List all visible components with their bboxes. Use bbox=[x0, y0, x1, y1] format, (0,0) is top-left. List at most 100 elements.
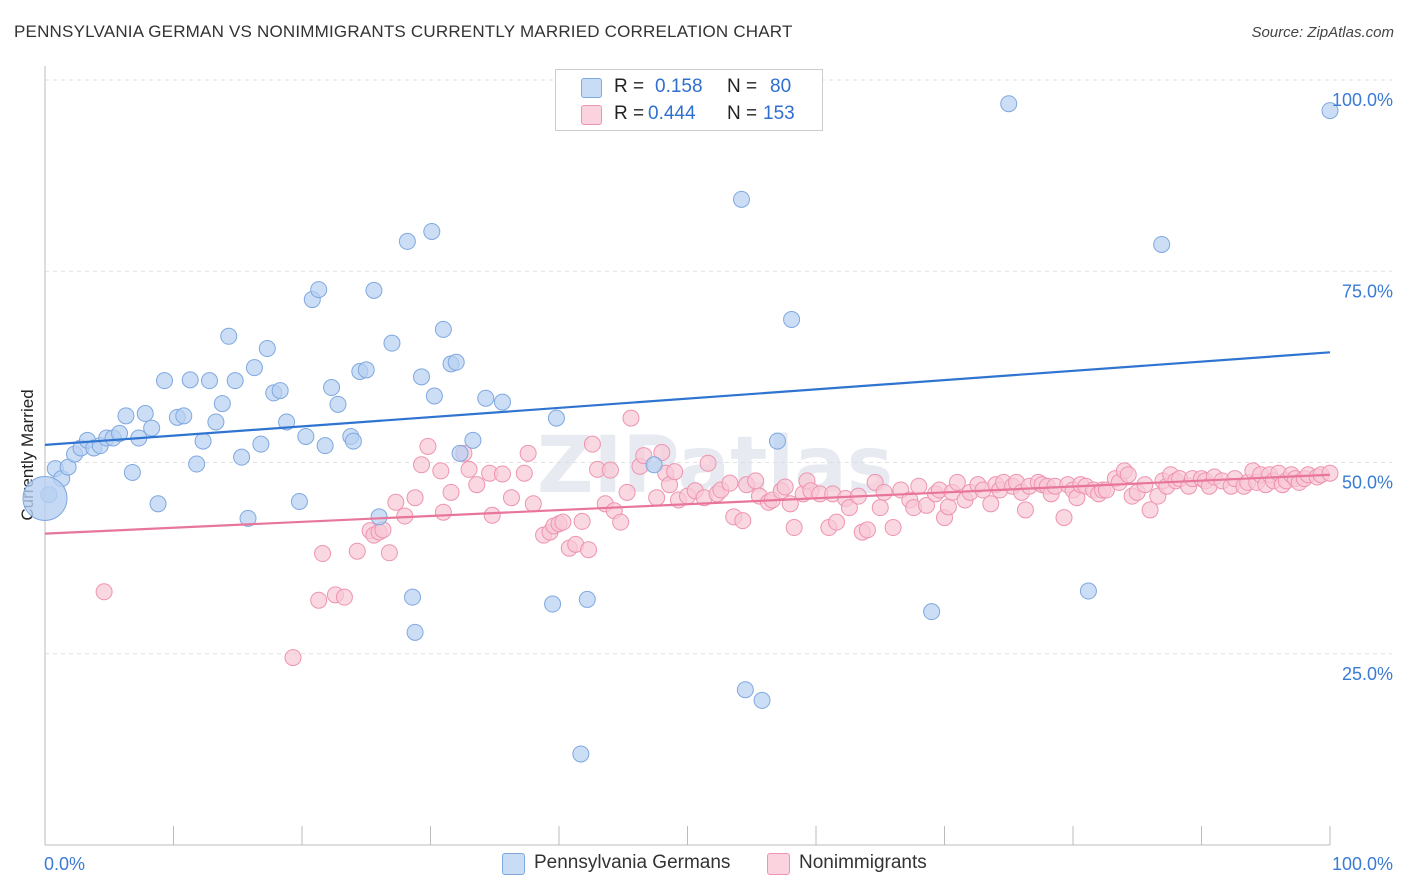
nonimmigrants-point bbox=[460, 460, 478, 478]
pennsylvania-germans-point bbox=[194, 432, 212, 450]
legend-swatch bbox=[767, 853, 790, 875]
pennsylvania-germans-point bbox=[252, 435, 270, 453]
pennsylvania-germans-point bbox=[207, 413, 225, 431]
pennsylvania-germans-point bbox=[1153, 235, 1171, 253]
chart-title: PENNSYLVANIA GERMAN VS NONIMMIGRANTS CUR… bbox=[14, 22, 793, 41]
nonimmigrants-point bbox=[310, 591, 328, 609]
r-label: R = bbox=[614, 103, 645, 124]
pennsylvania-germans-point bbox=[213, 395, 231, 413]
pennsylvania-germans-point bbox=[572, 745, 590, 763]
r-value: 0.158 bbox=[655, 76, 703, 97]
nonimmigrants-point bbox=[335, 588, 353, 606]
nonimmigrants-point bbox=[1141, 501, 1159, 519]
nonimmigrants-point bbox=[858, 521, 876, 539]
nonimmigrants-point bbox=[884, 519, 902, 537]
pennsylvania-germans-point bbox=[188, 455, 206, 473]
pennsylvania-germans-point bbox=[200, 372, 218, 390]
nonimmigrants-point bbox=[502, 489, 520, 507]
pennsylvania-germans-point bbox=[149, 495, 167, 513]
pennsylvania-germans-point bbox=[220, 327, 238, 345]
pennsylvania-germans-point bbox=[451, 444, 469, 462]
nonimmigrants-point bbox=[828, 513, 846, 531]
trend-lines bbox=[44, 351, 1331, 535]
pennsylvania-germans-point bbox=[736, 681, 754, 699]
pennsylvania-germans-point bbox=[143, 419, 161, 437]
nonimmigrants-point bbox=[380, 544, 398, 562]
r-label: R = bbox=[614, 76, 645, 97]
y-tick-label: 25.0% bbox=[1342, 664, 1393, 684]
nonimmigrants-point bbox=[1055, 509, 1073, 527]
nonimmigrants-point bbox=[583, 435, 601, 453]
pennsylvania-germans-point bbox=[398, 232, 416, 250]
nonimmigrants-point bbox=[573, 512, 591, 530]
tick-labels: 25.0% 50.0% 75.0% 100.0% 0.0% 100.0% bbox=[44, 90, 1393, 874]
pennsylvania-germans-point bbox=[464, 431, 482, 449]
legend-swatch bbox=[502, 853, 525, 875]
pennsylvania-germans-point bbox=[316, 437, 334, 455]
nonimmigrants-point bbox=[747, 472, 765, 490]
nonimmigrants-point bbox=[918, 496, 936, 514]
legend-label: Pennsylvania Germans bbox=[534, 852, 731, 873]
pennsylvania-germans-point bbox=[383, 334, 401, 352]
nonimmigrants-point bbox=[622, 409, 640, 427]
nonimmigrants-point bbox=[982, 495, 1000, 513]
pennsylvania-germans-point bbox=[413, 368, 431, 386]
nonimmigrants-point bbox=[1321, 464, 1339, 482]
x-tick-label: 100.0% bbox=[1332, 854, 1393, 874]
nonimmigrants-point bbox=[875, 483, 893, 501]
x-tick-label: 0.0% bbox=[44, 854, 85, 874]
pennsylvania-germans-large-point bbox=[22, 475, 68, 521]
stats-swatch-blue bbox=[581, 78, 602, 98]
pennsylvania-germans-point bbox=[434, 320, 452, 338]
nonimmigrants-point bbox=[387, 493, 405, 511]
nonimmigrants-point bbox=[442, 483, 460, 501]
pennsylvania-germans-point bbox=[783, 310, 801, 328]
stats-row-blue: R = 0.158 N = 80 bbox=[556, 74, 822, 100]
nonimmigrants-point bbox=[483, 506, 501, 524]
n-value: 80 bbox=[770, 76, 792, 97]
nonimmigrants-point bbox=[95, 583, 113, 601]
nonimmigrants-point bbox=[468, 476, 486, 494]
nonimmigrants-point bbox=[618, 483, 636, 501]
nonimmigrants-point bbox=[554, 513, 572, 531]
nonimmigrants-point bbox=[871, 499, 889, 517]
pennsylvania-germans-point bbox=[423, 222, 441, 240]
pennsylvania-germans-point bbox=[245, 359, 263, 377]
pennsylvania-germans-point bbox=[310, 281, 328, 299]
pennsylvania-germans-point bbox=[404, 588, 422, 606]
pennsylvania-germans-point bbox=[753, 691, 771, 709]
pennsylvania-germans-point bbox=[1321, 102, 1339, 120]
pennsylvania-germans-point bbox=[357, 361, 375, 379]
pennsylvania-germans-point bbox=[156, 372, 174, 390]
stats-row-pink: R = 0.444 N = 153 bbox=[556, 101, 822, 127]
nonimmigrants-point bbox=[519, 444, 537, 462]
pennsylvania-germans-point bbox=[329, 395, 347, 413]
pennsylvania-germans-point bbox=[447, 353, 465, 371]
pennsylvania-germans-point bbox=[181, 371, 199, 389]
pennsylvania-germans-point bbox=[578, 590, 596, 608]
nonimmigrants-point bbox=[348, 542, 366, 560]
pennsylvania-germans-point bbox=[477, 389, 495, 407]
pennsylvania-germans-point bbox=[297, 427, 315, 445]
pennsylvania-germans-point bbox=[547, 409, 565, 427]
nonimmigrants-point bbox=[721, 474, 739, 492]
pennsylvania-germans-point bbox=[344, 432, 362, 450]
pennsylvania-germans-point bbox=[123, 463, 141, 481]
nonimmigrants-point bbox=[432, 462, 450, 480]
nonimmigrants-point bbox=[406, 489, 424, 507]
pennsylvania-germans-point bbox=[111, 424, 129, 442]
y-tick-label: 75.0% bbox=[1342, 281, 1393, 301]
nonimmigrants-point bbox=[699, 454, 717, 472]
nonimmigrants-point bbox=[734, 512, 752, 530]
nonimmigrants-point bbox=[939, 498, 957, 516]
pennsylvania-germans-point bbox=[136, 405, 154, 423]
nonimmigrants-point bbox=[840, 499, 858, 517]
pennsylvania-germans-trend-line bbox=[44, 351, 1331, 447]
nonimmigrants-point bbox=[910, 477, 928, 495]
pennsylvania-germans-points bbox=[22, 71, 1339, 763]
pennsylvania-germans-point bbox=[226, 372, 244, 390]
pennsylvania-germans-point bbox=[923, 603, 941, 621]
nonimmigrants-point bbox=[776, 478, 794, 496]
stats-box: R = 0.158 N = 80 R = 0.444 N = 153 bbox=[555, 69, 823, 131]
